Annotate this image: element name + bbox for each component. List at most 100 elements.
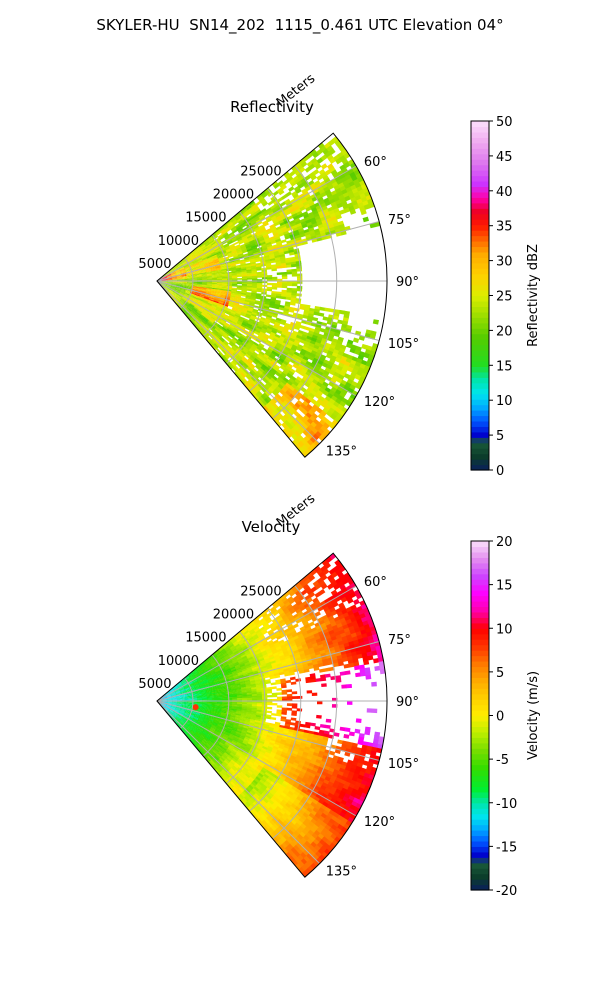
radar-gate <box>283 367 290 374</box>
radar-gate <box>215 291 222 294</box>
radar-gate <box>260 190 267 197</box>
radar-gate <box>304 216 311 222</box>
radar-gate <box>201 255 207 260</box>
radar-gate <box>199 242 204 247</box>
radar-gate <box>231 346 237 352</box>
radar-gate <box>172 293 177 298</box>
radar-gate <box>175 272 182 275</box>
figure-title: SKYLER-HU SN14_202 1115_0.461 UTC Elevat… <box>96 16 504 34</box>
radar-gate <box>204 331 210 337</box>
radar-gate <box>238 373 245 380</box>
radar-gate <box>228 223 235 229</box>
radar-gate <box>244 631 251 637</box>
radar-gate <box>219 666 225 671</box>
radar-gate <box>272 219 279 225</box>
radar-gate <box>252 343 258 349</box>
radar-gate <box>171 699 178 700</box>
radar-gate <box>232 345 238 351</box>
radar-gate <box>251 695 258 698</box>
radar-gate <box>196 693 202 695</box>
radar-gate <box>190 301 196 306</box>
radar-gate <box>247 656 254 661</box>
radar-gate <box>245 203 251 209</box>
radar-gate <box>175 297 180 302</box>
radar-gate <box>243 238 249 243</box>
radar-gate <box>269 320 276 325</box>
radar-gate <box>260 394 267 401</box>
radar-gate <box>227 327 233 332</box>
azimuth-spoke <box>156 165 357 282</box>
radar-gate <box>199 662 204 667</box>
radar-gate <box>266 314 273 319</box>
azimuth-tick-label: 75° <box>388 213 411 228</box>
radar-gate <box>246 323 253 328</box>
radar-gate <box>164 271 170 275</box>
radar-gate <box>189 254 195 259</box>
radar-gate <box>292 380 299 387</box>
radar-gate <box>263 353 270 359</box>
radar-gate <box>197 259 204 263</box>
radar-gate <box>185 290 191 293</box>
radar-gate <box>181 276 188 278</box>
radar-gate <box>258 235 265 241</box>
radar-gate <box>228 362 235 369</box>
colorbar-swatch <box>471 153 489 160</box>
radar-gate <box>275 371 282 377</box>
radar-gate <box>269 658 276 663</box>
radar-gate <box>192 299 198 303</box>
radar-gate <box>181 697 188 699</box>
radar-gate <box>277 230 284 235</box>
radar-gate <box>217 282 223 284</box>
radar-gate <box>281 283 288 286</box>
radar-gate <box>308 574 316 582</box>
radar-gate <box>220 292 227 295</box>
radar-gate <box>308 591 316 598</box>
radar-gate <box>181 282 188 284</box>
radar-gate <box>377 657 384 663</box>
radar-gate <box>296 275 303 279</box>
radar-gate <box>377 653 384 659</box>
radar-gate <box>166 698 173 700</box>
radar-gate <box>234 299 241 302</box>
radar-gate <box>168 268 174 272</box>
radar-gate <box>323 667 330 672</box>
radar-gate <box>282 281 288 284</box>
radar-gate <box>166 285 172 288</box>
radar-gate <box>252 351 259 357</box>
radar-gate <box>197 668 203 673</box>
radar-gate <box>169 289 174 293</box>
radar-gate <box>253 225 259 230</box>
radar-gate <box>184 686 190 690</box>
radar-gate <box>315 339 322 345</box>
radar-gate <box>210 670 216 674</box>
radar-gate <box>260 208 267 214</box>
radar-gate <box>241 276 248 279</box>
radar-gate <box>279 346 286 352</box>
radar-gate <box>225 337 232 343</box>
radar-gate <box>279 364 286 371</box>
radar-gate <box>239 359 246 365</box>
radar-gate <box>166 285 171 288</box>
radar-gate <box>239 222 246 227</box>
radar-gate <box>267 326 274 331</box>
radar-gate <box>235 293 242 296</box>
radar-gate <box>166 275 172 278</box>
radar-gate <box>289 170 296 177</box>
radar-gate <box>310 157 318 165</box>
radar-gate <box>192 315 198 320</box>
radar-gate <box>164 287 170 291</box>
radar-gate <box>308 355 315 361</box>
radar-gate <box>251 246 258 251</box>
radar-gate <box>277 616 284 623</box>
radar-gate <box>241 668 248 672</box>
radar-gate <box>192 308 198 313</box>
radar-gate <box>194 295 200 299</box>
radar-gate <box>336 179 343 186</box>
radar-gate <box>171 294 176 299</box>
radar-gate <box>225 265 232 268</box>
radar-gate <box>206 278 213 280</box>
radar-gate <box>311 626 318 633</box>
radar-gate <box>162 281 168 283</box>
radar-gate <box>267 191 274 197</box>
radar-gate <box>267 629 274 635</box>
